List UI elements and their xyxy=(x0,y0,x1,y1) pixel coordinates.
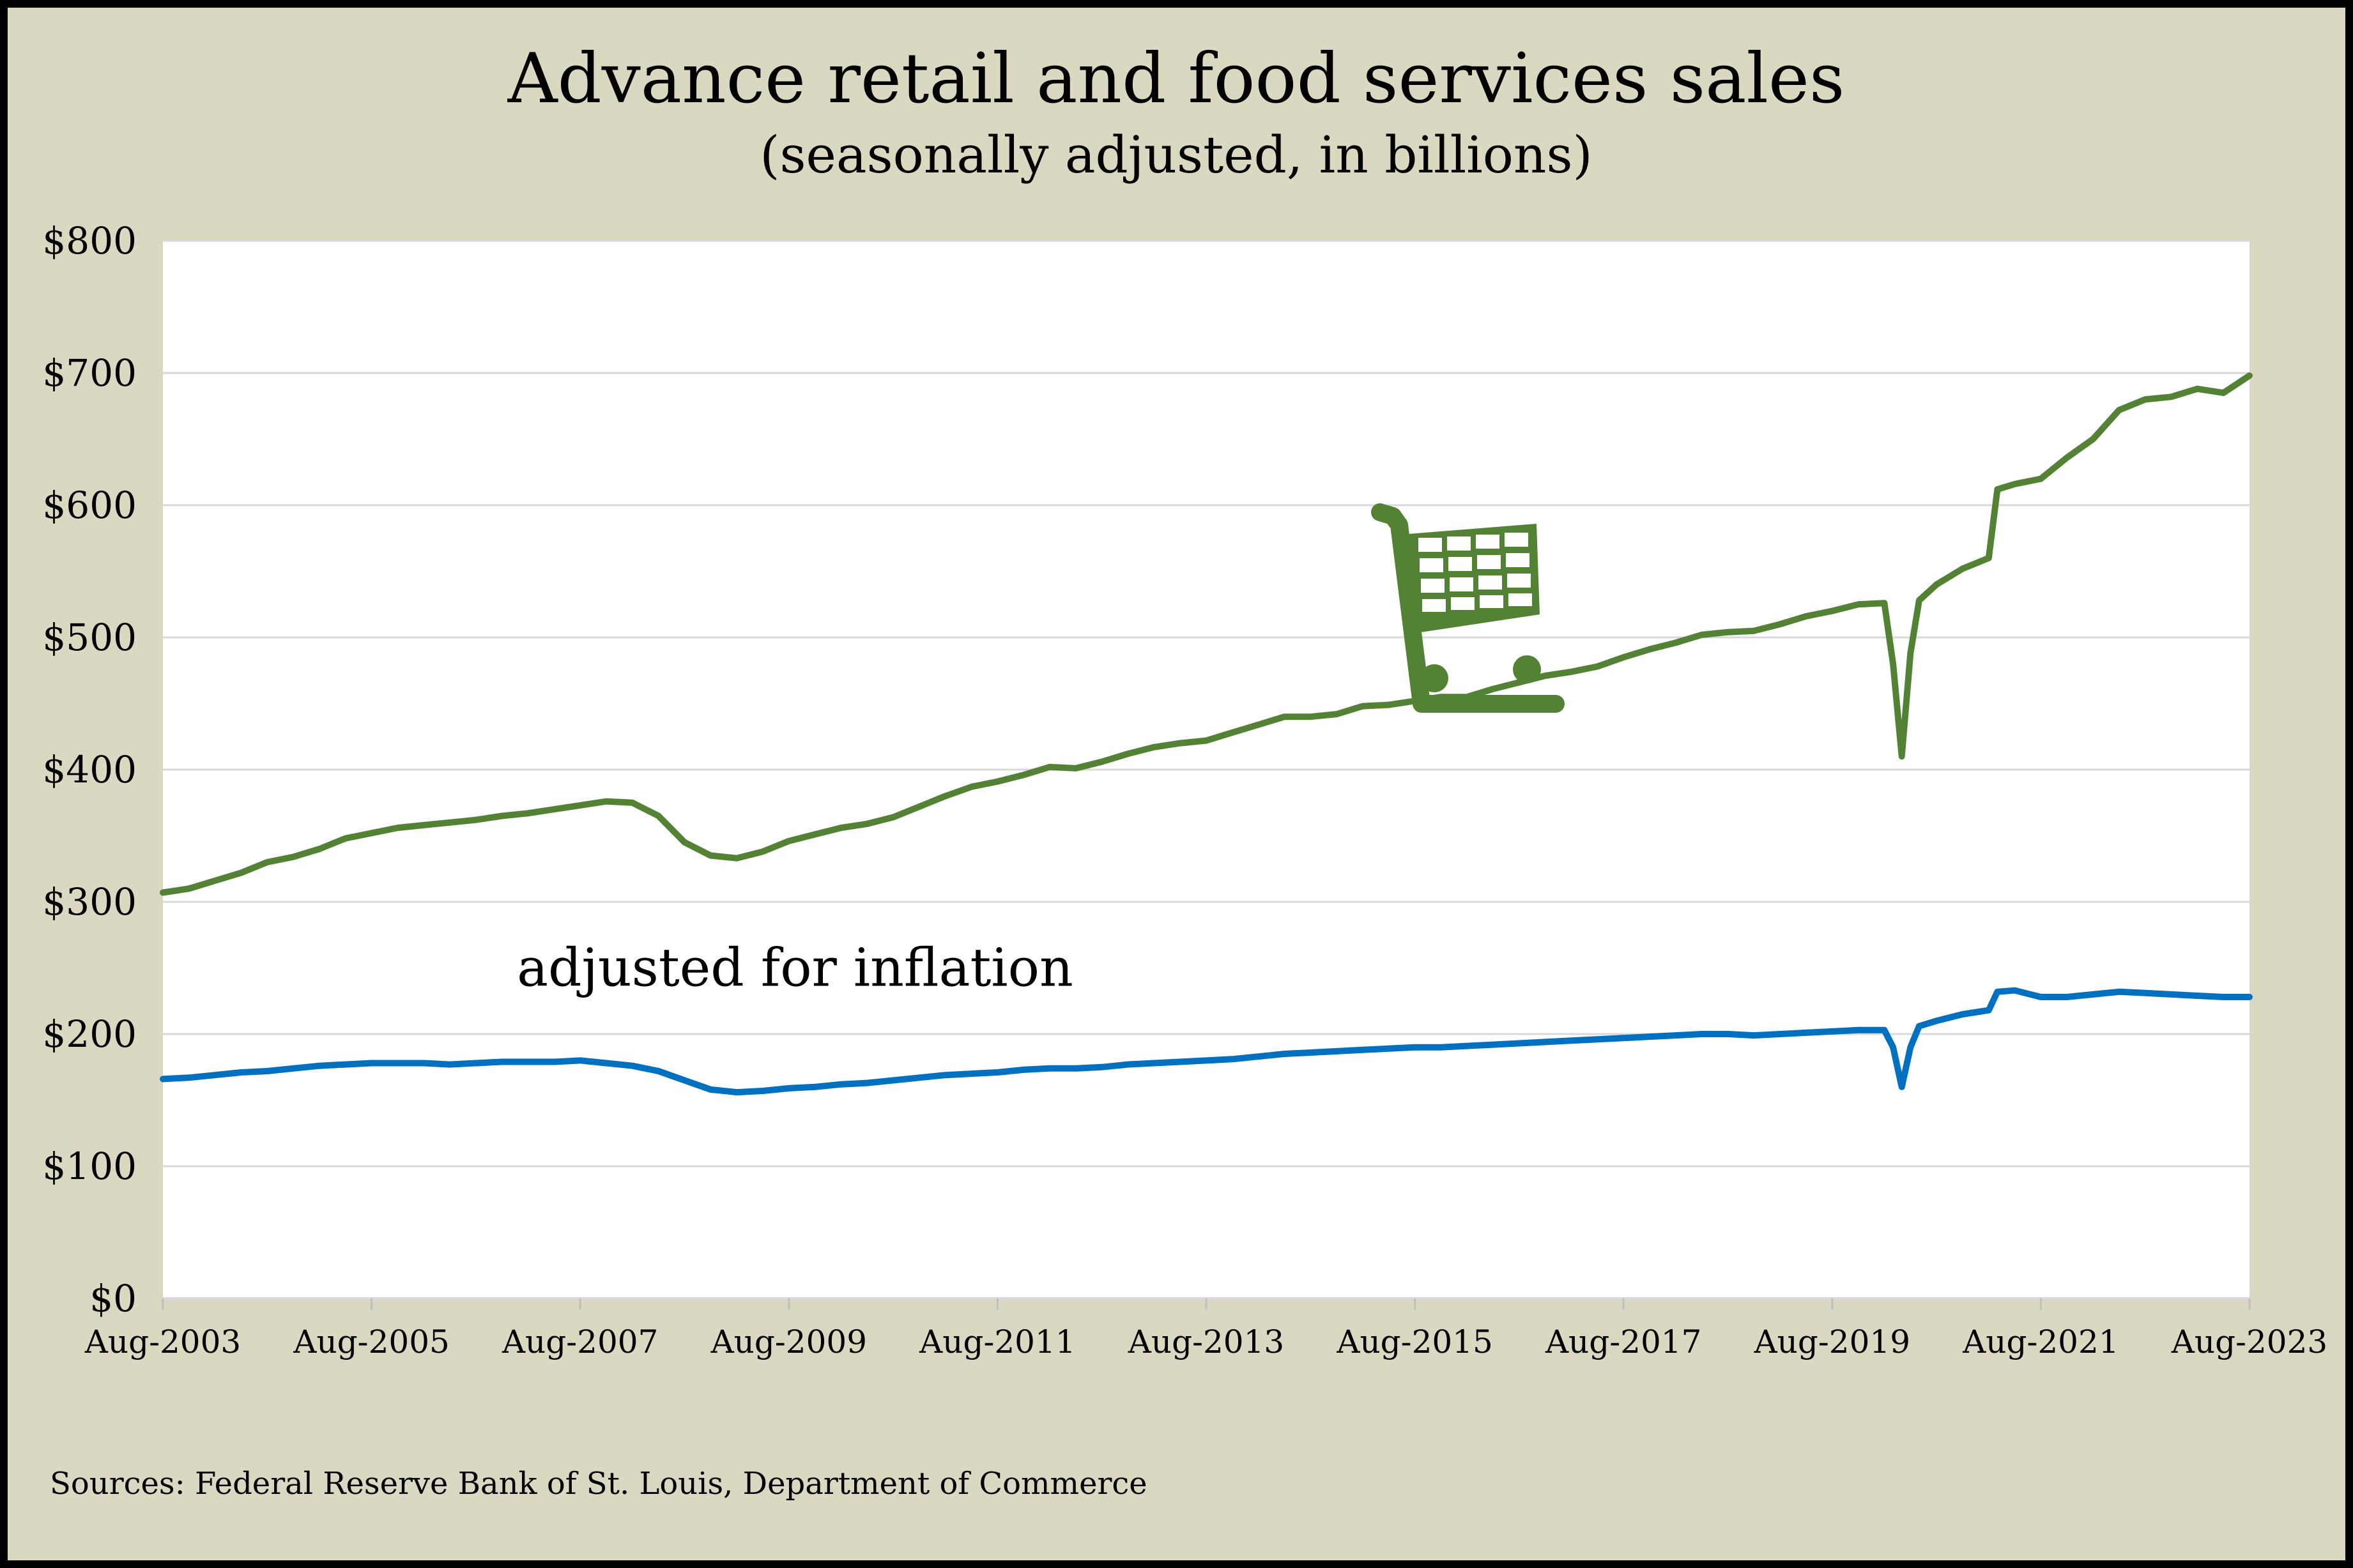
real-sales-line xyxy=(160,987,2253,1096)
y-tick-label: $400 xyxy=(42,748,137,791)
x-tick-label: Aug-2005 xyxy=(293,1323,449,1360)
y-tick-label: $0 xyxy=(89,1277,137,1320)
y-tick-label: $700 xyxy=(42,351,137,395)
y-tick-label: $600 xyxy=(42,483,137,527)
x-tick-label: Aug-2021 xyxy=(1962,1323,2119,1360)
y-axis-ticks: $0 $100 $200 $300 $400 $500 $600 $700 $800 xyxy=(42,219,137,1320)
x-tick-label: Aug-2009 xyxy=(710,1323,867,1360)
nominal-sales-line xyxy=(160,372,2253,896)
x-tick-label: Aug-2019 xyxy=(1754,1323,1910,1360)
y-tick-label: $200 xyxy=(42,1012,137,1056)
chart-title: Advance retail and food services sales xyxy=(507,39,1845,119)
chart-subtitle: (seasonally adjusted, in billions) xyxy=(760,125,1592,185)
source-note: Sources: Federal Reserve Bank of St. Lou… xyxy=(50,1466,1147,1502)
chart-svg: Advance retail and food services sales (… xyxy=(42,39,2327,1502)
x-tick-label: Aug-2003 xyxy=(84,1323,241,1360)
grid-lines xyxy=(163,240,2250,1168)
y-tick-label: $500 xyxy=(42,616,137,659)
x-tick-label: Aug-2015 xyxy=(1336,1323,1492,1360)
inflation-annotation: adjusted for inflation xyxy=(517,938,1073,998)
x-tick-label: Aug-2023 xyxy=(2171,1323,2327,1360)
x-tick-label: Aug-2011 xyxy=(919,1323,1075,1360)
y-tick-label: $800 xyxy=(42,219,137,263)
x-tick-label: Aug-2007 xyxy=(502,1323,658,1360)
x-tick-label: Aug-2013 xyxy=(1128,1323,1284,1360)
x-tick-label: Aug-2017 xyxy=(1545,1323,1701,1360)
y-tick-label: $300 xyxy=(42,880,137,924)
x-axis: Aug-2003 Aug-2005 Aug-2007 Aug-2009 Aug-2011… xyxy=(84,1297,2327,1360)
chart-frame: Advance retail and food services sales (… xyxy=(8,8,2345,1560)
shopping-cart-icon xyxy=(1371,503,1565,713)
series-lines xyxy=(160,372,2253,1096)
y-tick-label: $100 xyxy=(42,1145,137,1188)
